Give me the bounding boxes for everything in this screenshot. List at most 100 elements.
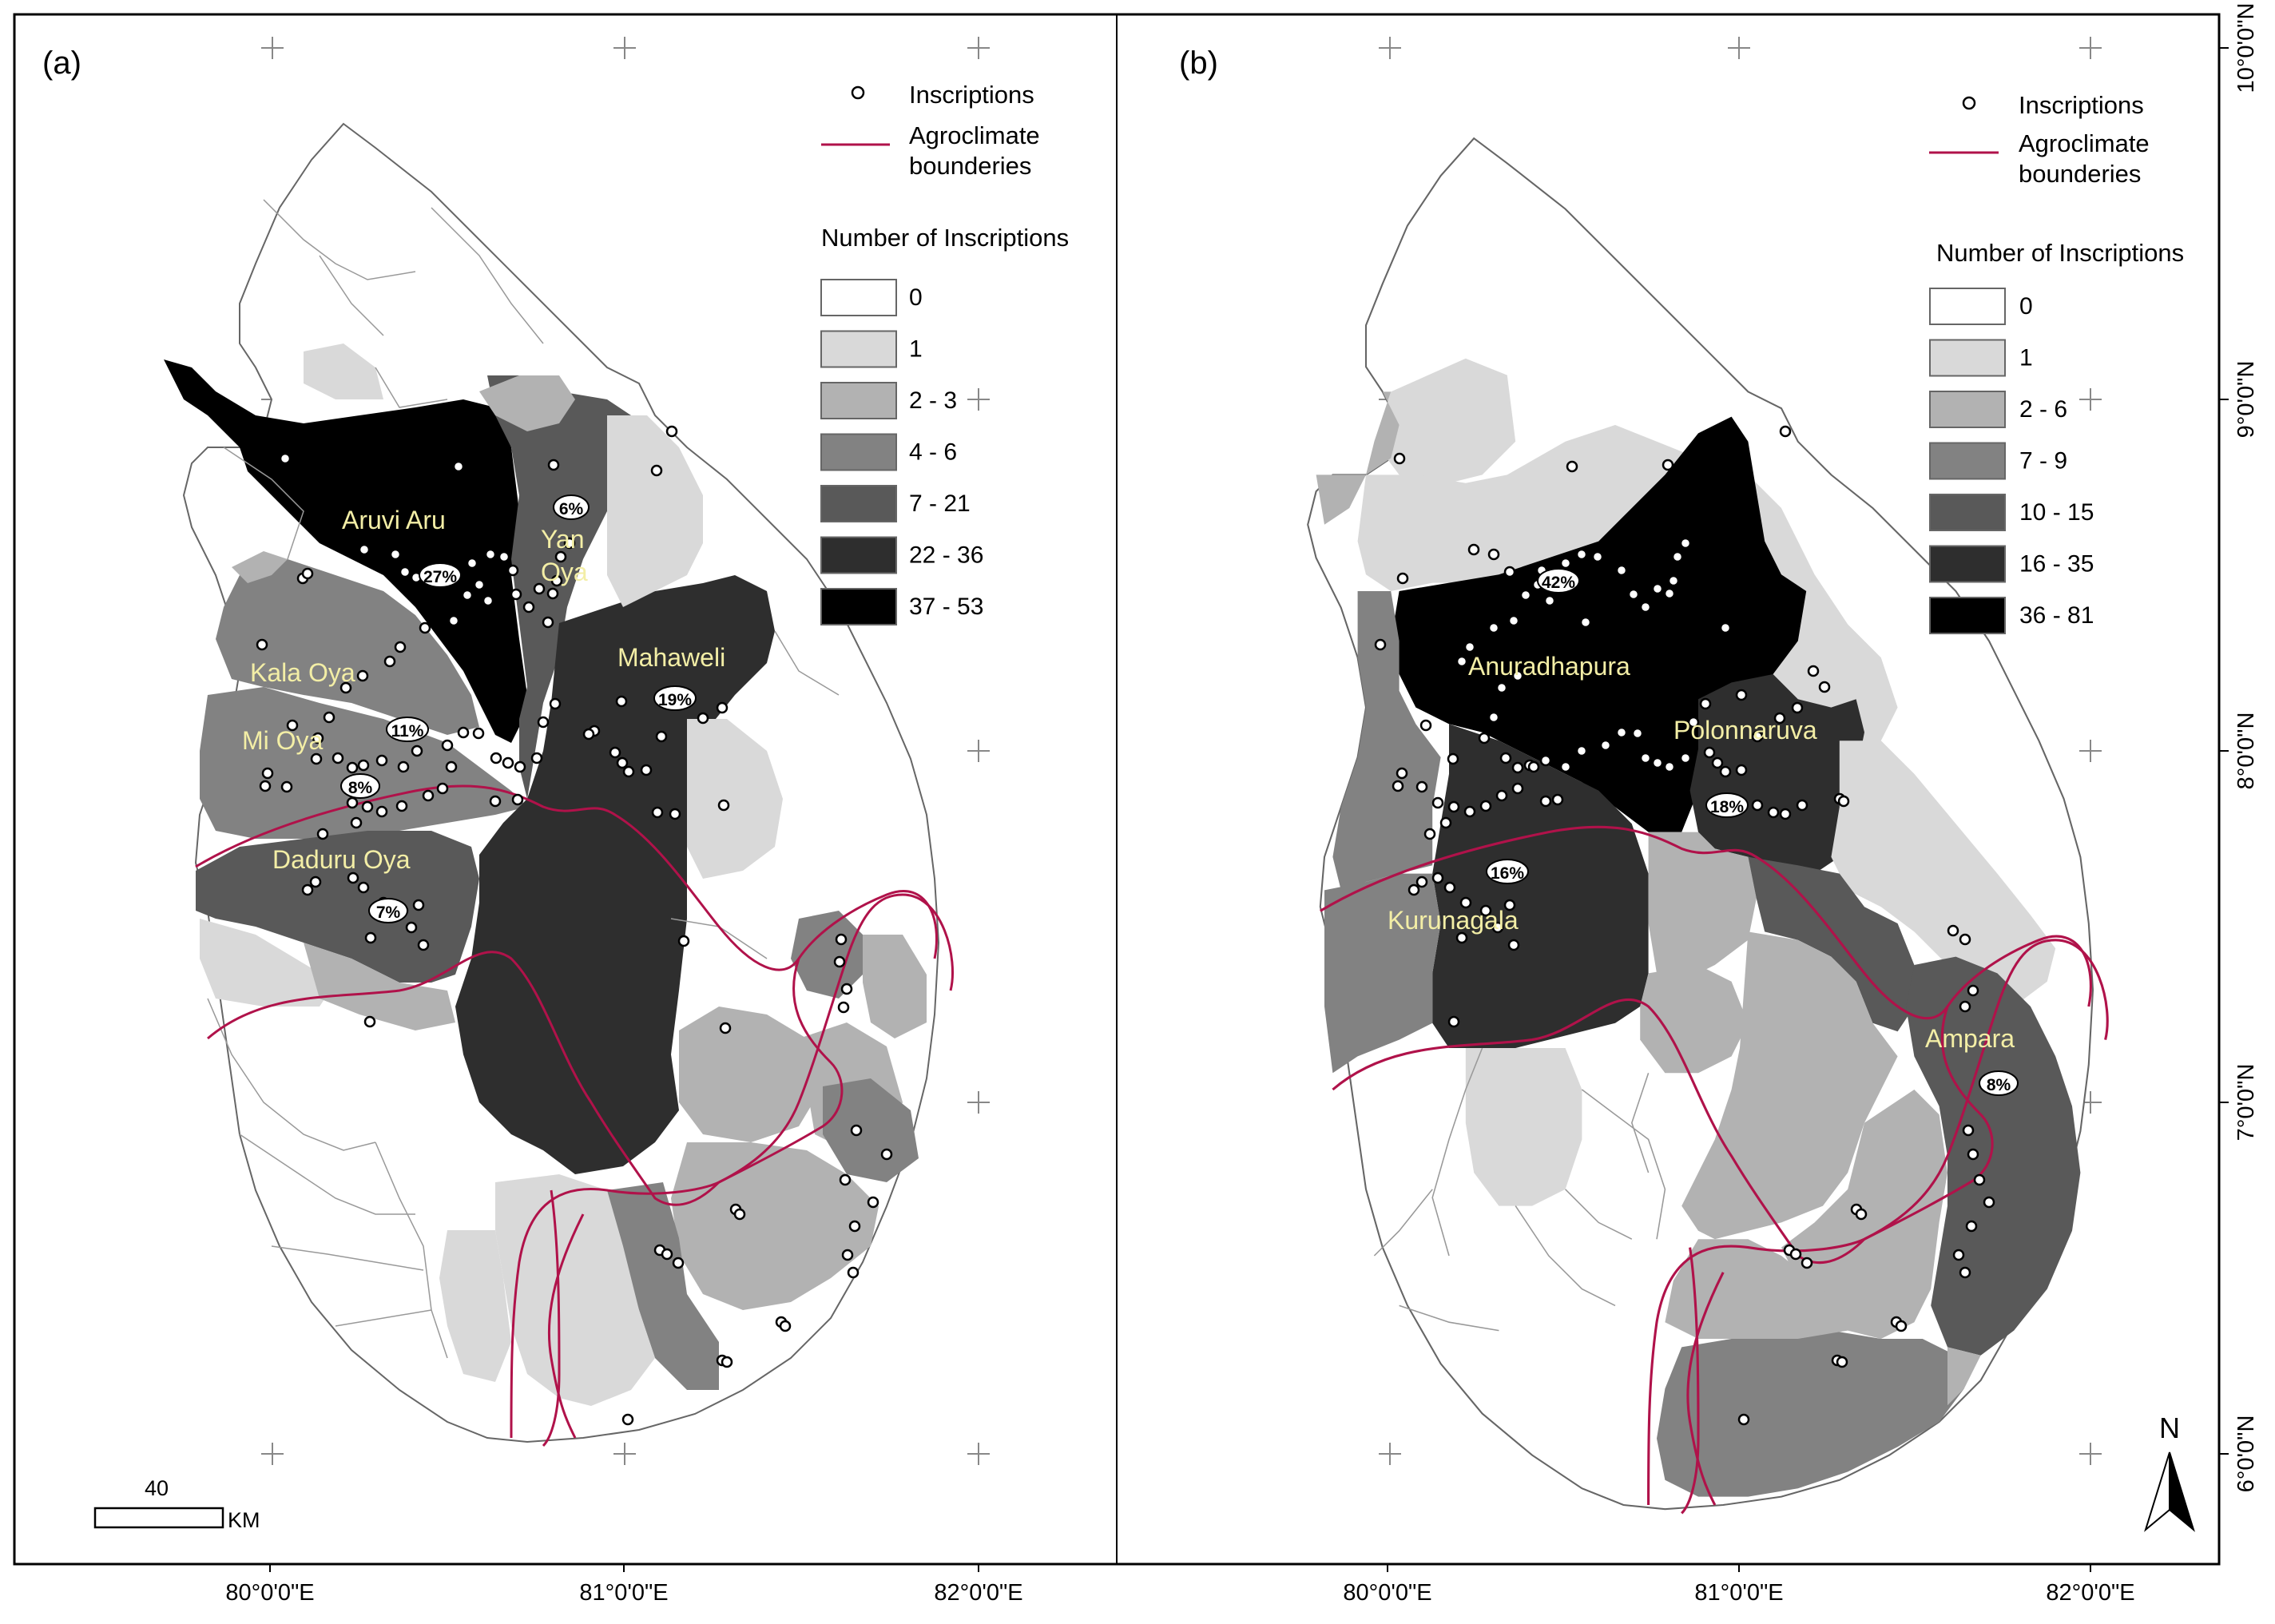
panel-a-label: (a) [42,46,81,81]
inscription-point [615,695,628,708]
inscription-point [1579,616,1592,629]
region-kala-oya [216,559,479,735]
inscription-point [1503,566,1516,578]
inscription-point [672,1257,685,1269]
legend-swatch [820,433,897,471]
inscription-point [1539,795,1552,808]
legend-swatch [820,588,897,625]
legend-class-label: 2 - 6 [2019,396,2067,423]
inscription-point [1423,828,1436,840]
inscription-point [490,752,502,764]
inscription-point [1779,425,1792,438]
inscription-point [1487,548,1500,561]
inscription-point [482,594,494,607]
inscription-point [1667,574,1680,587]
district-ampara [1906,956,2081,1356]
inscription-point [1699,697,1712,710]
inscription-point [716,701,729,714]
inscription-point [1965,1220,1978,1233]
inscription-point [1679,752,1692,764]
inscription-point [1459,896,1472,909]
panel-a: 27% 6% 11% 8% 19% 7% Aruvi Aru Yan Oya K… [42,46,1069,1532]
legend-class-label: 22 - 36 [909,542,983,569]
inscription-point [445,760,458,773]
inscription-point [1779,808,1792,820]
inscription-point [1679,537,1692,550]
inscription-point [1639,752,1652,764]
inscription-point [554,550,567,563]
region-label-anuradhapura: Anuradhapura [1468,652,1630,681]
inscription-point [550,574,563,587]
inscription-point [1719,765,1732,778]
inscription-point [510,588,522,601]
inscription-point [847,1266,860,1279]
inscription-point [1455,655,1468,668]
legend-class-label: 1 [2019,345,2033,371]
inscription-point [1503,899,1516,911]
pct-label-kurunagala: 16% [1491,864,1524,883]
inscription-point [412,899,425,911]
inscription-point [1431,872,1444,884]
x-tick-label: 80°0'0"E [225,1580,314,1606]
inscription-point [1463,805,1476,818]
inscription-point [651,806,664,819]
inscription-point [616,756,629,769]
region-label-yan-oya-1: Yan [541,525,585,554]
inscription-point [1419,719,1432,732]
legend-inscriptions-label: Inscriptions [909,81,1034,109]
inscription-point [394,641,407,653]
inscription-point [530,752,543,764]
inscription-point [332,752,344,764]
y-axis-ticks: 10°0'0"N 9°0'0"N 8°0'0"N 7°0'0"N 6°0'0"N [2233,3,2259,1493]
inscription-point [622,765,635,778]
inscription-point [1789,1248,1802,1261]
region-label-mi-oya: Mi Oya [242,726,324,755]
inscription-point [1559,760,1572,773]
x-tick-label: 80°0'0"E [1343,1580,1431,1606]
pct-label-yan-oya: 6% [559,500,584,518]
inscription-point [419,621,431,634]
inscription-point [457,726,470,739]
inscription-point [484,548,497,561]
inscription-point [1671,550,1684,563]
inscription-point [665,425,678,438]
inscription-point [358,543,371,556]
inscription-point [1499,752,1512,764]
inscription-point [1855,1208,1868,1221]
legend-b: Inscriptions Agroclimate bounderies Numb… [1929,91,2184,634]
inscription-point [346,796,359,809]
x-tick-label: 82°0'0"E [934,1580,1022,1606]
inscription-point [357,759,370,772]
x-tick-label: 81°0'0"E [579,1580,668,1606]
inscription-point [1836,1356,1848,1368]
region-label-aruvi-aru: Aruvi Aru [342,506,446,534]
inscription-point [1807,665,1820,677]
pct-label-aruvi-aru: 27% [423,568,457,586]
inscription-point [1467,543,1480,556]
inscription-point [280,780,293,793]
inscription-point [1539,754,1552,767]
inscription-point [1491,921,1504,934]
inscription-point [721,1356,733,1368]
inscription-point [1959,1000,1971,1013]
inscription-point [1818,681,1831,693]
inscription-point [1396,767,1408,780]
inscription-point [669,808,681,820]
inscription-point [309,876,322,888]
inscription-point [397,760,410,773]
region-label-daduru-oya: Daduru Oya [272,845,411,874]
north-arrow: N [2144,1412,2195,1532]
pct-label-daduru-oya: 7% [376,903,401,922]
inscription-point [1447,752,1459,765]
inscription-point [1719,621,1732,634]
legend-agro-label-1: Agroclimate [909,121,1040,149]
inscription-point [489,795,502,808]
inscription-point [655,730,668,743]
inscription-point [347,872,359,884]
inscription-point [473,578,486,591]
inscription-point [697,712,709,725]
inscription-point [1527,760,1540,773]
inscription-point [436,782,449,795]
inscription-point [1511,669,1524,682]
inscription-point [316,828,329,840]
